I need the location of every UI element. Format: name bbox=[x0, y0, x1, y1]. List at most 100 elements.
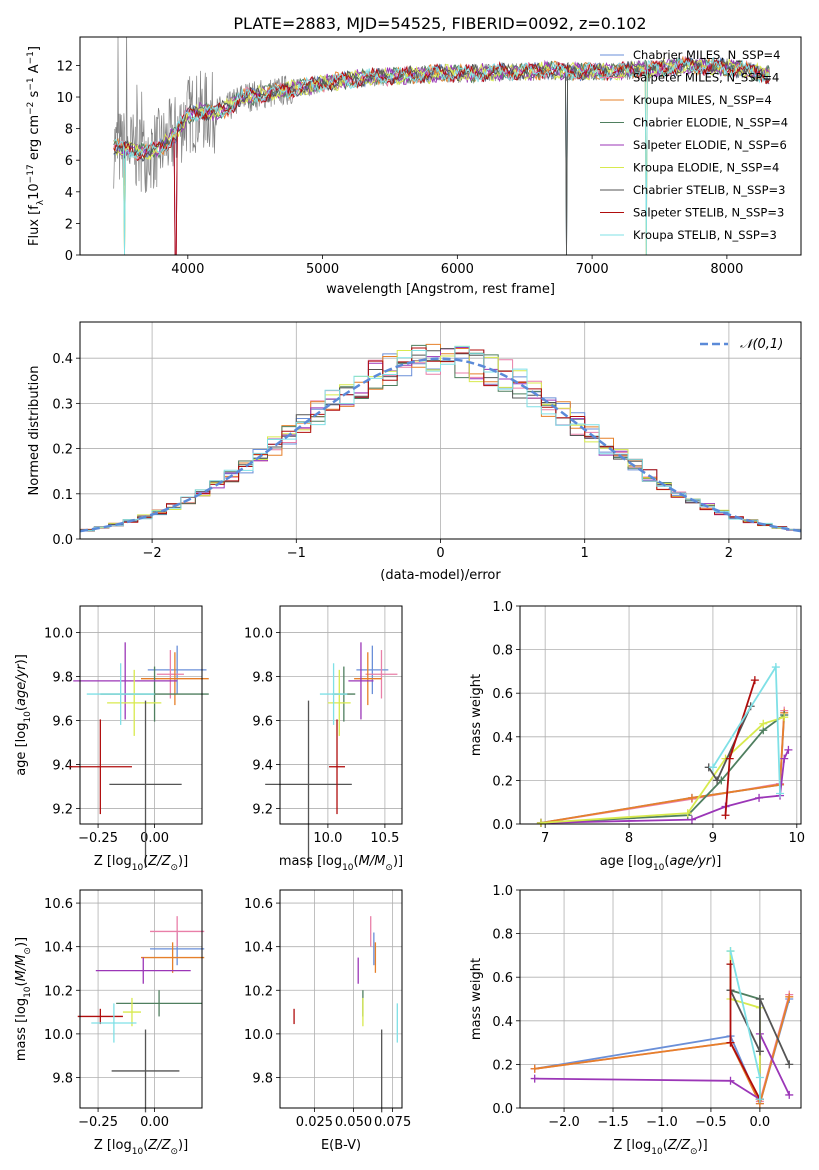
panel-spectrum: 4000 5000 6000 7000 8000 0 2 4 6 8 10 12 wavelength … bbox=[26, 36, 802, 297]
x-tick-label: 0 bbox=[436, 546, 444, 561]
y-tick-label: 10.0 bbox=[44, 626, 73, 641]
weight-marker-salpeter-elodie bbox=[785, 1090, 794, 1099]
errorbar-chabrier-miles bbox=[356, 645, 389, 695]
errorbar-chabrier-elodie bbox=[116, 990, 202, 1017]
weight-marker-kroupa-miles bbox=[785, 992, 794, 1001]
y-tick-label: 9.8 bbox=[252, 670, 273, 685]
errorbar-salpeter-stelib bbox=[329, 719, 345, 815]
weight-marker-salpeter-stelib bbox=[725, 754, 734, 763]
panel-residual-histogram: −2 −1 0 1 2 0.0 0.1 0.2 0.3 0.4 (data-model)/error… bbox=[27, 321, 802, 583]
weight-marker-kroupa-elodie bbox=[759, 719, 768, 728]
weight-marker-salpeter-stelib bbox=[721, 811, 730, 820]
y-tick-label: 0.8 bbox=[492, 644, 513, 659]
histogram-plot-area bbox=[80, 343, 801, 533]
y-tick-label: 4 bbox=[65, 186, 73, 201]
axes-frame bbox=[79, 36, 802, 256]
y-tick-label: 0.2 bbox=[492, 1058, 513, 1073]
y-tick-label: 10.2 bbox=[44, 984, 73, 999]
axes-frame bbox=[279, 605, 403, 825]
legend-label-kroupa-miles: Kroupa MILES, N_SSP=4 bbox=[633, 93, 772, 107]
model-spectrum-salpeter-stelib bbox=[113, 56, 770, 255]
x-tick-label: 7 bbox=[541, 831, 549, 846]
x-tick-label: −0.5 bbox=[695, 1115, 727, 1130]
x-axis-label: Z [log10(Z/Z⊙)] bbox=[94, 1138, 188, 1157]
residual-histogram-kroupa-stelib bbox=[80, 345, 801, 531]
x-tick-label: −0.25 bbox=[78, 831, 118, 846]
errorbar-kroupa-stelib bbox=[91, 1003, 137, 1043]
x-tick-label: −2.0 bbox=[548, 1115, 580, 1130]
residual-histogram-salpeter-stelib bbox=[80, 347, 801, 531]
x-axis-label: mass [log10(M/M⊙)] bbox=[279, 854, 403, 873]
x-axis-label: E(B-V) bbox=[321, 1138, 361, 1153]
weight-marker-kroupa-elodie bbox=[780, 713, 789, 722]
y-tick-label: 9.2 bbox=[52, 803, 73, 818]
y-tick-label: 0.0 bbox=[492, 1102, 513, 1117]
panel-age-vs-mass: 10.0 10.5 9.2 9.4 9.6 9.8 10.0 mass [log10(M/M⊙… bbox=[244, 605, 403, 873]
errorbar-salpeter-stelib bbox=[77, 1008, 123, 1025]
y-tick-label: 9.8 bbox=[52, 670, 73, 685]
errorbar-kroupa-miles bbox=[141, 942, 205, 973]
y-tick-label: 10.0 bbox=[44, 1028, 73, 1043]
weight-marker-chabrier-stelib bbox=[785, 1060, 794, 1069]
x-axis-label: wavelength [Angstrom, rest frame] bbox=[326, 282, 555, 297]
y-axis-label: age [log10(age/yr)] bbox=[14, 654, 33, 776]
y-tick-label: 9.8 bbox=[52, 1071, 73, 1086]
panel-mass-vs-metallicity: −0.25 0.00 9.8 10.0 10.2 10.4 10.6 Z [log10(Z/Z… bbox=[14, 889, 205, 1157]
y-tick-label: 0.3 bbox=[52, 397, 73, 412]
weight-marker-kroupa-stelib bbox=[755, 1073, 764, 1082]
x-axis-label: (data-model)/error bbox=[380, 568, 501, 583]
axes-frame bbox=[279, 889, 403, 1109]
figure-title: PLATE=2883, MJD=54525, FIBERID=0092, z=0… bbox=[233, 14, 646, 33]
x-tick-label: −0.25 bbox=[78, 1115, 118, 1130]
x-tick-label: 6000 bbox=[441, 262, 474, 277]
y-tick-label: 9.6 bbox=[52, 715, 73, 730]
x-tick-label: 1 bbox=[581, 546, 589, 561]
y-axis-label: mass weight bbox=[469, 674, 484, 756]
weight-marker-kroupa-miles bbox=[687, 793, 696, 802]
panel-mass-vs-extinction: 0.025 0.050 0.075 9.8 10.0 10.2 10.4 10.6 E(B-V) bbox=[244, 889, 411, 1153]
y-axis-label: Normed distribution bbox=[27, 366, 42, 496]
y-tick-label: 10.6 bbox=[44, 897, 73, 912]
axes-frame bbox=[519, 605, 802, 825]
y-tick-label: 10.4 bbox=[44, 941, 73, 956]
y-axis-label: Flux [fλ10−17 erg cm−2 s−1 A−1] bbox=[26, 46, 46, 246]
x-tick-label: −1.0 bbox=[646, 1115, 678, 1130]
axes-frame bbox=[79, 605, 203, 825]
weight-marker-salpeter-elodie bbox=[530, 1074, 539, 1083]
legend-label-kroupa-stelib: Kroupa STELIB, N_SSP=3 bbox=[633, 228, 777, 242]
x-tick-label: 8 bbox=[625, 831, 633, 846]
weight-marker-kroupa-miles bbox=[530, 1064, 539, 1073]
weight-marker-chabrier-stelib bbox=[755, 995, 764, 1003]
model-spectrum-kroupa-miles bbox=[113, 55, 770, 255]
weight-marker-kroupa-stelib bbox=[755, 1095, 764, 1104]
x-tick-label: 2 bbox=[725, 546, 733, 561]
y-tick-label: 0.2 bbox=[492, 774, 513, 789]
errorbar-chabrier-stelib bbox=[111, 1029, 180, 1113]
x-tick-label: 5000 bbox=[306, 262, 339, 277]
weight-marker-salpeter-elodie bbox=[784, 745, 793, 754]
weight-marker-kroupa-elodie bbox=[536, 818, 545, 827]
x-axis-label: age [log10(age/yr)] bbox=[600, 854, 722, 873]
panel-age-vs-metallicity: −0.25 0.00 9.2 9.4 9.6 9.8 10.0 Z [log10(Z/Z⊙)]… bbox=[14, 605, 209, 873]
errorbar-kroupa-miles bbox=[141, 652, 209, 706]
y-tick-label: 0.8 bbox=[492, 928, 513, 943]
y-tick-label: 10.4 bbox=[244, 941, 273, 956]
weight-line-kroupa-miles bbox=[540, 712, 786, 824]
errorbar-kroupa-elodie bbox=[327, 669, 351, 736]
errorbar-salpeter-miles bbox=[150, 916, 205, 947]
x-tick-label: 10.5 bbox=[370, 831, 399, 846]
x-axis-label: Z [log10(Z/Z⊙)] bbox=[94, 854, 188, 873]
legend-label-salpeter-miles: Salpeter MILES, N_SSP=4 bbox=[633, 71, 779, 85]
y-axis-label: mass weight bbox=[469, 958, 484, 1040]
y-tick-label: 9.6 bbox=[252, 715, 273, 730]
weight-marker-salpeter-stelib bbox=[726, 1038, 735, 1047]
weight-marker-salpeter-elodie bbox=[687, 815, 696, 824]
legend-label-kroupa-elodie: Kroupa ELODIE, N_SSP=4 bbox=[633, 161, 779, 175]
weight-line-chabrier-stelib bbox=[729, 989, 791, 1065]
weight-marker-kroupa-elodie bbox=[683, 809, 692, 818]
y-tick-label: 6 bbox=[65, 154, 73, 169]
normal-distribution-curve bbox=[80, 357, 801, 533]
axes-frame bbox=[79, 321, 802, 540]
y-tick-label: 10.2 bbox=[244, 984, 273, 999]
